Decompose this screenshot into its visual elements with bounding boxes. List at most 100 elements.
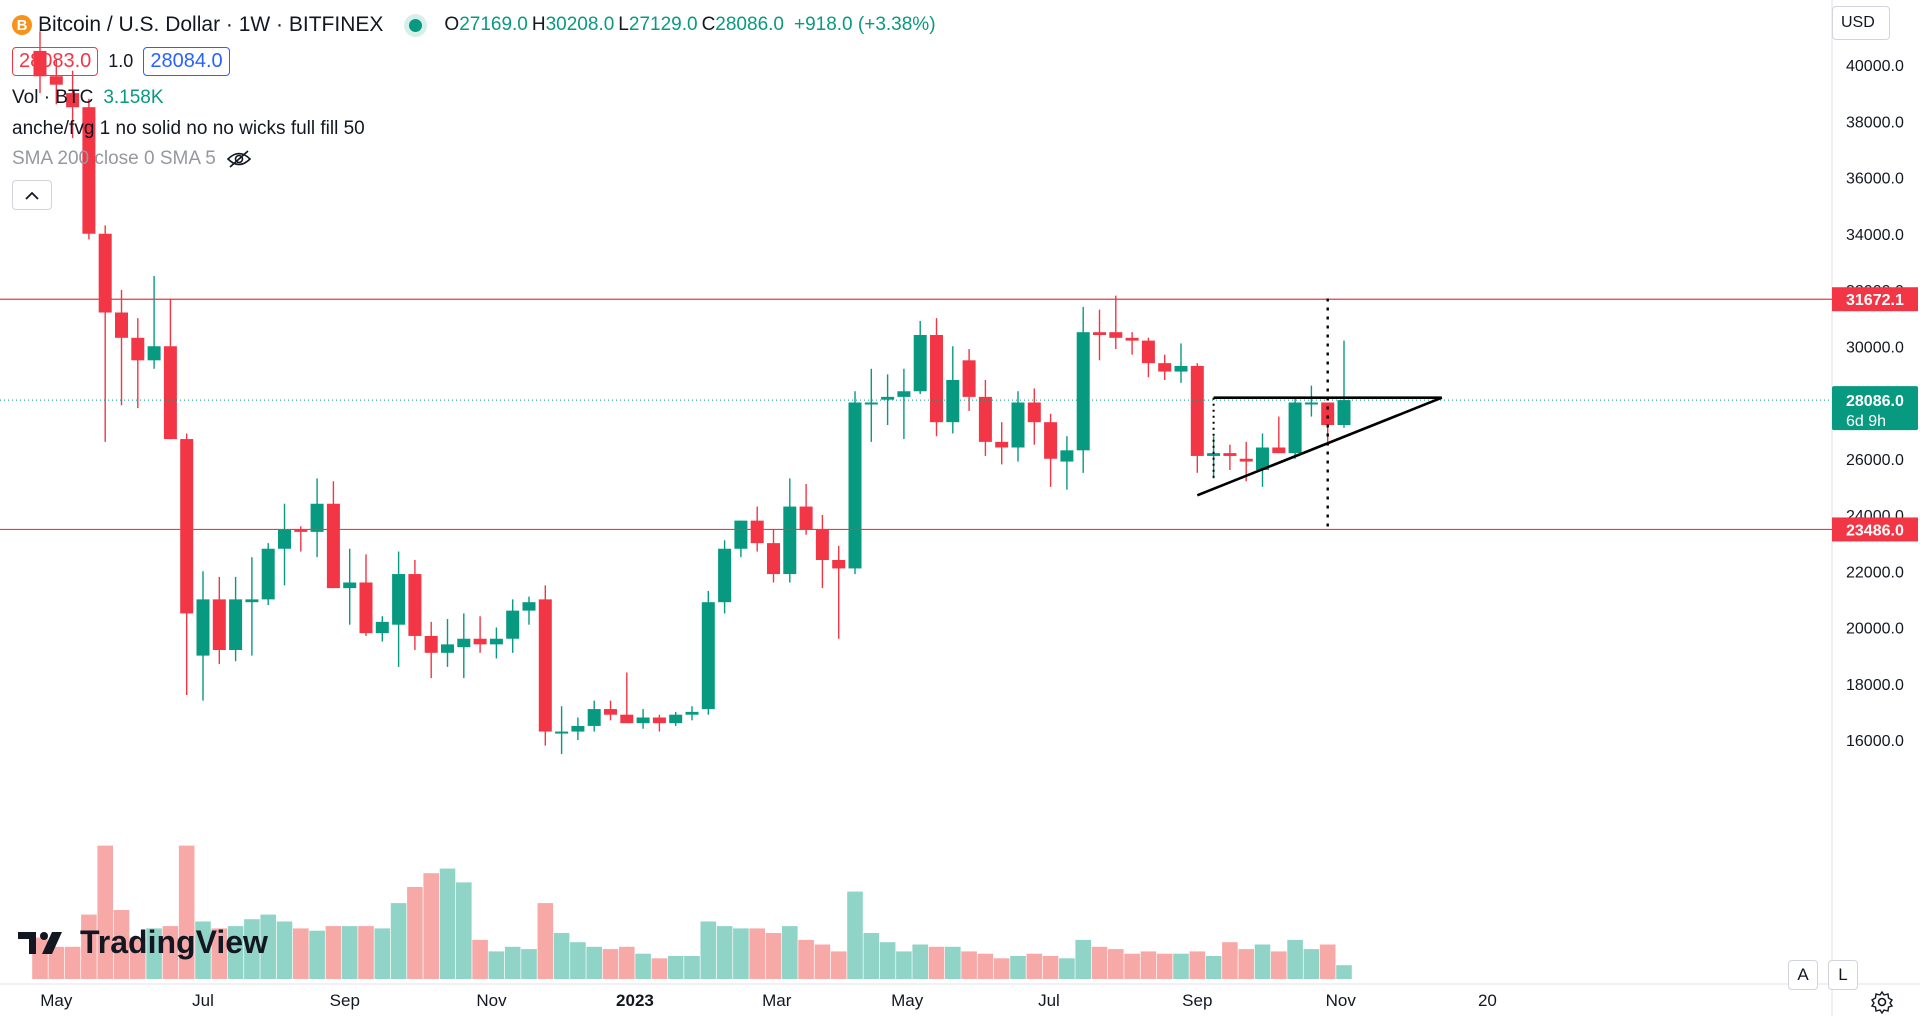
candle-body — [832, 560, 846, 569]
volume-bar — [570, 942, 586, 979]
candle-body — [1125, 337, 1139, 341]
volume-bar — [1108, 949, 1124, 979]
candle-body — [881, 396, 895, 400]
volume-bar — [178, 845, 195, 979]
candle-body — [652, 717, 666, 724]
tradingview-logo-text: TradingView — [80, 924, 268, 960]
level-price-label: 31672.1 — [1846, 292, 1904, 309]
sell-price-button[interactable]: 28083.0 — [12, 46, 99, 76]
candle-body — [1304, 402, 1318, 405]
candle-body — [1158, 363, 1172, 372]
volume-bar — [863, 933, 880, 979]
current-price-tag — [1832, 386, 1918, 431]
candle-body — [1288, 402, 1302, 454]
candle-body — [1239, 458, 1253, 462]
ohlc-value: 30208.0 — [545, 14, 615, 35]
volume-bar — [782, 926, 798, 979]
candle-body — [864, 402, 878, 405]
ohlc-key: O — [444, 14, 460, 35]
candle-body — [375, 621, 389, 634]
volume-bar — [97, 845, 113, 979]
bitcoin-icon: B — [12, 15, 32, 35]
auto-scale-button[interactable]: A — [1788, 960, 1818, 990]
volume-bar — [553, 933, 570, 979]
market-status-icon[interactable] — [409, 18, 423, 32]
symbol-title[interactable]: Bitcoin / U.S. Dollar · 1W · BITFINEX — [38, 13, 384, 36]
volume-bar — [1173, 953, 1189, 979]
candle-body — [538, 599, 552, 732]
candle-body — [995, 441, 1009, 448]
buy-price-button[interactable]: 28084.0 — [143, 46, 230, 76]
volume-bar — [390, 903, 407, 979]
chart-legend: B Bitcoin / U.S. Dollar · 1W · BITFINEX … — [12, 10, 940, 210]
candle-body — [1027, 402, 1041, 423]
x-tick-label: May — [891, 991, 924, 1010]
currency-selector[interactable]: USD — [1832, 6, 1890, 40]
chart-settings-button[interactable] — [1868, 988, 1896, 1016]
volume-bar — [260, 914, 276, 979]
candle-body — [392, 574, 406, 625]
collapse-legend-button[interactable] — [12, 180, 52, 210]
x-tick-label: Nov — [1326, 991, 1357, 1010]
price-change: +918.0 (+3.38%) — [793, 14, 936, 35]
volume-bar — [537, 903, 554, 979]
x-tick-label: Sep — [1182, 991, 1212, 1010]
volume-bar — [667, 956, 684, 979]
candle-body — [1223, 453, 1237, 456]
volume-bar — [635, 953, 651, 979]
candle-body — [229, 599, 243, 650]
volume-bar — [1303, 949, 1320, 979]
volume-bar — [341, 926, 358, 979]
candle-body — [522, 602, 536, 611]
volume-bar — [749, 928, 765, 979]
candle-body — [750, 520, 764, 544]
volume-indicator[interactable]: Vol · BTC 3.158K — [12, 80, 940, 116]
sma-indicator-label: SMA 200 close 0 SMA 5 — [12, 148, 216, 169]
x-tick-label: Sep — [330, 991, 360, 1010]
candle-body — [310, 503, 324, 532]
candle-body — [1141, 340, 1155, 364]
candle-body — [815, 529, 829, 560]
candle-body — [147, 346, 161, 361]
candle-body — [1321, 402, 1335, 425]
candle-body — [555, 731, 569, 734]
fvg-indicator[interactable]: anche/fvg 1 no solid no no wicks full fi… — [12, 116, 940, 142]
candle-body — [604, 709, 617, 715]
bar-countdown-label: 6d 9h — [1846, 413, 1886, 430]
volume-bar — [521, 949, 537, 979]
volume-bar — [1238, 949, 1254, 979]
ohlc-key: H — [531, 14, 546, 35]
hidden-eye-icon[interactable] — [226, 150, 252, 168]
candle-body — [783, 506, 797, 575]
y-tick-label: 26000.0 — [1846, 452, 1904, 469]
log-scale-button[interactable]: L — [1828, 960, 1858, 990]
x-tick-label: Mar — [762, 991, 792, 1010]
candle-body — [66, 93, 80, 108]
candle-body — [473, 638, 487, 645]
volume-bar — [1075, 939, 1091, 979]
candle-body — [457, 638, 471, 648]
volume-bar — [48, 946, 65, 979]
volume-bar — [81, 914, 97, 979]
y-tick-label: 30000.0 — [1846, 339, 1904, 356]
volume-bar — [896, 951, 912, 979]
candle-body — [1093, 332, 1106, 335]
volume-bar — [912, 944, 928, 979]
ohlc-value: 27169.0 — [459, 14, 528, 35]
x-tick-label: 20 — [1478, 991, 1497, 1010]
currency-label: USD — [1841, 14, 1875, 31]
x-tick-label: Nov — [476, 991, 507, 1010]
tradingview-logo: TradingView — [18, 924, 268, 961]
volume-bar — [358, 926, 374, 979]
volume-bar — [684, 956, 700, 979]
candle-body — [767, 543, 780, 575]
gear-icon — [1870, 990, 1894, 1014]
volume-indicator-label: Vol · BTC — [12, 87, 94, 108]
volume-bar — [1336, 965, 1352, 979]
volume-bar — [733, 928, 749, 979]
candle-body — [131, 337, 145, 361]
y-tick-label: 38000.0 — [1846, 114, 1904, 131]
sma-indicator[interactable]: SMA 200 close 0 SMA 5 — [12, 142, 940, 176]
candle-body — [1256, 447, 1269, 470]
